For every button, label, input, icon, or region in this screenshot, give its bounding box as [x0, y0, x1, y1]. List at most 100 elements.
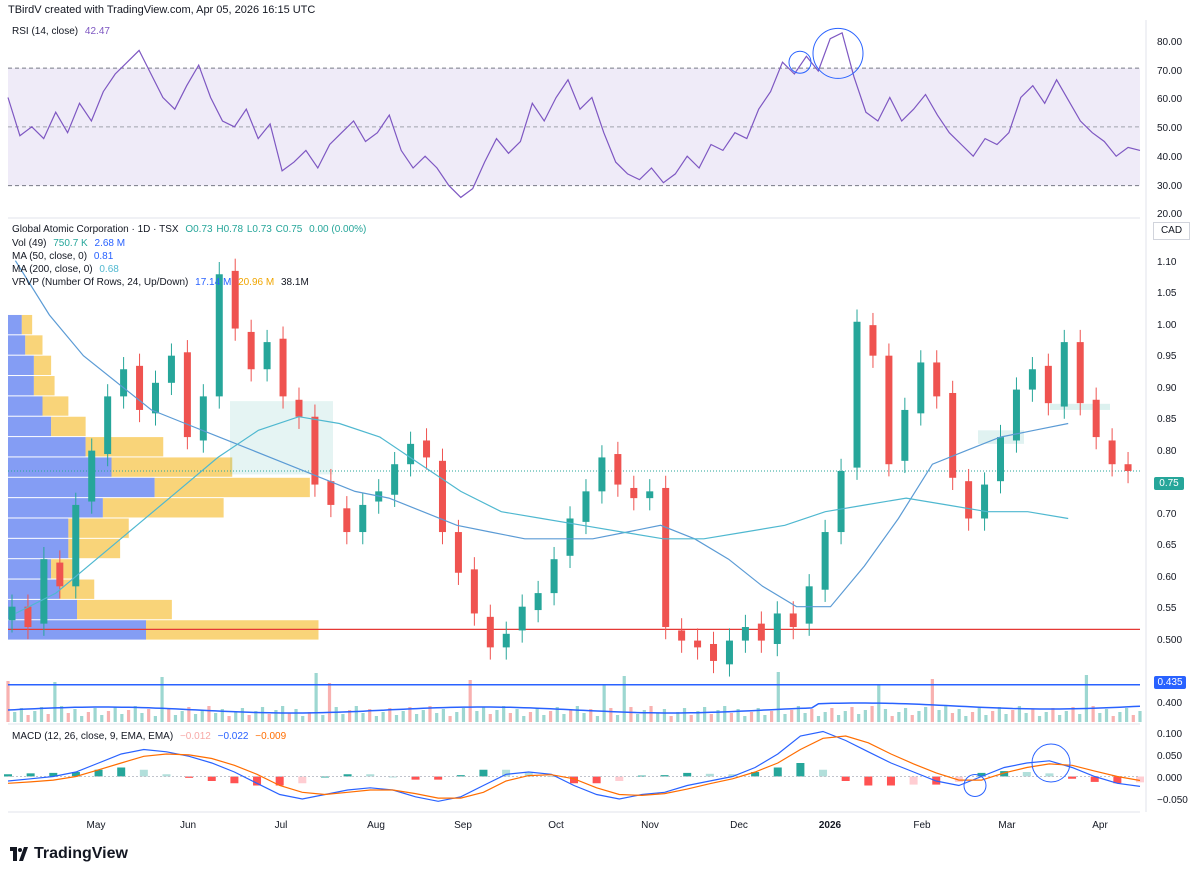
- volume-bar: [267, 714, 271, 722]
- volume-bar: [569, 710, 573, 722]
- candle-body: [502, 633, 510, 648]
- candle-body: [1060, 342, 1068, 407]
- volume-bar: [843, 711, 847, 722]
- volume-bar: [542, 715, 546, 722]
- volume-bar: [716, 710, 720, 722]
- price-tick: 0.95: [1157, 351, 1177, 362]
- volume-bar: [1031, 709, 1035, 722]
- vrvp-up-bar: [8, 314, 22, 335]
- volume-bar: [287, 713, 291, 722]
- macd-histogram-bar: [479, 769, 488, 777]
- volume-bar: [414, 714, 419, 722]
- ma50-line: [14, 260, 1069, 608]
- volume-bar: [957, 709, 961, 722]
- candle-body: [88, 450, 96, 502]
- volume-bar: [897, 712, 901, 722]
- candle-body: [1028, 369, 1036, 390]
- macd-histogram-bar: [615, 776, 624, 781]
- volume-bar: [709, 714, 713, 722]
- volume-bar: [970, 712, 975, 722]
- volume-bar: [924, 707, 928, 722]
- currency-button[interactable]: CAD: [1153, 222, 1190, 240]
- price-tick: 1.10: [1157, 257, 1177, 268]
- volume-bar: [408, 707, 412, 722]
- macd-histogram-bar: [547, 776, 556, 778]
- price-tick: 0.90: [1157, 383, 1177, 394]
- volume-bar: [502, 706, 506, 722]
- candle-body: [630, 487, 638, 499]
- volume-bar: [602, 684, 606, 722]
- ohlc-open: O0.73: [185, 224, 213, 235]
- candle-body: [423, 440, 431, 458]
- symbol-legend[interactable]: Global Atomic Corporation · 1D · TSX O0.…: [12, 224, 370, 235]
- volume-bar: [6, 681, 10, 722]
- chart-credit: TBirdV created with TradingView.com, Apr…: [8, 4, 316, 16]
- last-price-tag: 0.75: [1154, 477, 1184, 490]
- volume-bar: [555, 707, 559, 722]
- volume-bar: [997, 707, 1001, 722]
- volume-bar: [153, 716, 157, 722]
- volume-bar: [106, 711, 111, 722]
- candle-body: [678, 630, 686, 641]
- rsi-tick: 40.00: [1157, 152, 1183, 163]
- candle-body: [757, 623, 765, 641]
- candle-body: [8, 606, 16, 621]
- volume-bar: [575, 706, 579, 722]
- macd-tick: 0.100: [1157, 729, 1183, 740]
- vrvp-up-bar: [8, 538, 69, 559]
- candle-body: [1076, 342, 1084, 404]
- volume-bar: [930, 679, 934, 722]
- volume-bar: [756, 708, 760, 722]
- volume-ma-line: [7, 702, 1141, 714]
- volume-bar: [254, 711, 258, 722]
- candle-body: [167, 355, 175, 383]
- volume-bar: [1091, 706, 1095, 722]
- vrvp-down-bar: [68, 538, 121, 559]
- volume-bar: [689, 715, 693, 722]
- rsi-tick: 60.00: [1157, 94, 1183, 105]
- macd-histogram-bar: [660, 775, 669, 777]
- price-tick: 1.05: [1157, 288, 1177, 299]
- candle-body: [263, 342, 271, 370]
- volume-bar: [1064, 711, 1068, 722]
- volume-bar: [394, 715, 399, 722]
- volume-bar: [950, 713, 955, 722]
- volume-bar: [1098, 713, 1102, 722]
- volume-bar: [1078, 714, 1082, 722]
- volume-bar: [73, 709, 77, 722]
- macd-tick: 0.000: [1157, 773, 1183, 784]
- tradingview-logo[interactable]: TradingView: [10, 845, 128, 863]
- macd-histogram-bar: [343, 774, 352, 777]
- vrvp-up-bar: [8, 376, 34, 396]
- ohlc-close: C0.75: [275, 224, 303, 235]
- volume-bar: [984, 715, 988, 722]
- vrvp-up-bar: [8, 396, 43, 416]
- rsi-tick: 30.00: [1157, 181, 1183, 192]
- vrvp-down-bar: [111, 457, 233, 477]
- macd-histogram-bar: [592, 776, 601, 784]
- ohlc-change: 0.00 (0.00%): [309, 224, 367, 235]
- x-label: 2026: [818, 820, 842, 831]
- volume-bar: [120, 714, 124, 722]
- candle-body: [997, 437, 1005, 482]
- candle-body: [710, 643, 718, 661]
- volume-bar: [776, 672, 780, 722]
- price-tick: 0.55: [1157, 603, 1177, 614]
- candle-body: [789, 613, 797, 628]
- candle-body: [343, 508, 351, 533]
- macd-histogram-bar: [977, 772, 986, 777]
- candle-body: [407, 443, 415, 465]
- macd-hist-value: −0.012: [179, 731, 211, 742]
- volume-bar: [488, 714, 492, 722]
- volume-bar: [830, 708, 834, 722]
- macd-histogram-bar: [456, 775, 465, 777]
- candle-body: [662, 487, 670, 628]
- vrvp-down-bar: [85, 437, 164, 457]
- ohlc-low: L0.73: [246, 224, 272, 235]
- candle-body: [965, 481, 973, 519]
- macd-histogram-bar: [954, 776, 963, 782]
- volume-bar: [749, 712, 754, 722]
- macd-histogram-bar: [909, 776, 918, 785]
- tradingview-logo-icon: [10, 847, 28, 861]
